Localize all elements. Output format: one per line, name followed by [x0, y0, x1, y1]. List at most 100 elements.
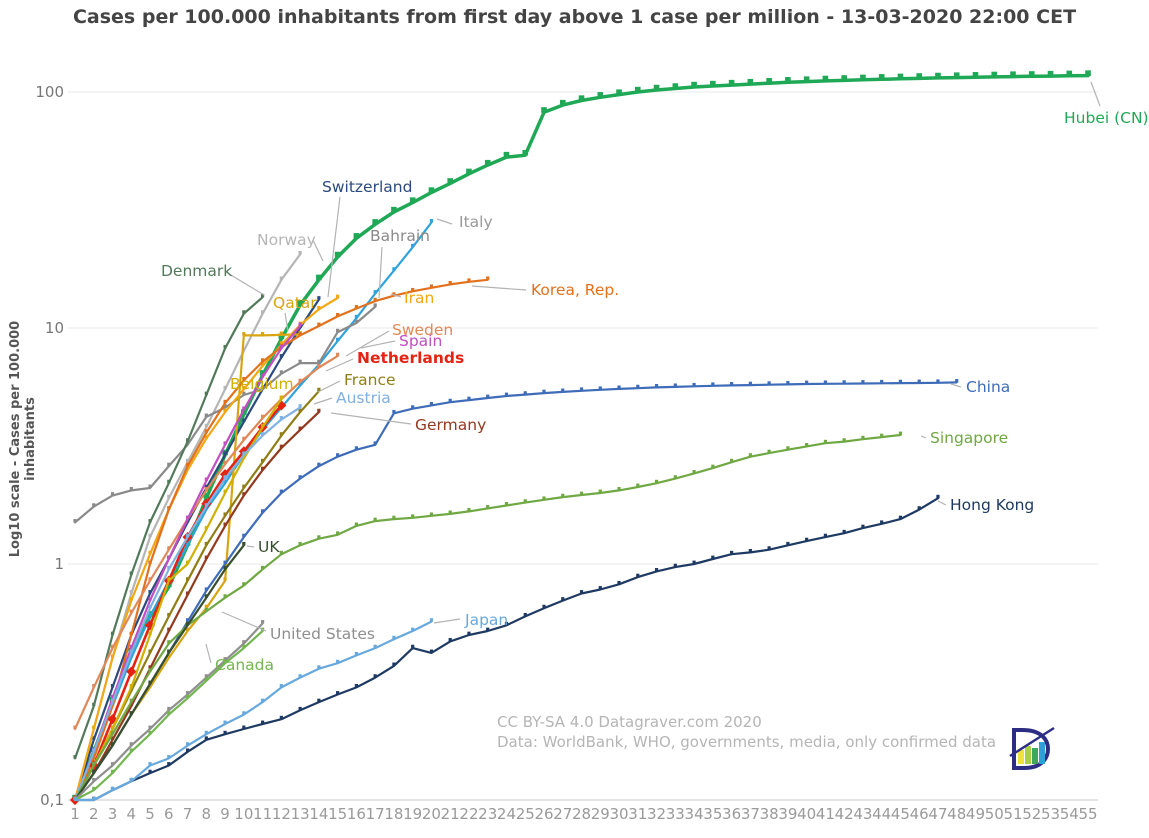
- series-marker: [373, 644, 377, 649]
- logo-d-outline: [1012, 728, 1051, 770]
- series-marker: [223, 475, 227, 479]
- label-leader-line: [325, 358, 354, 372]
- series-label-text: Sweden: [392, 321, 453, 339]
- series-marker: [167, 555, 171, 559]
- credit-license: CC BY-SA 4.0 Datagraver.com 2020: [497, 713, 762, 731]
- series-label-austria: Austria: [313, 389, 391, 407]
- series-marker: [692, 470, 696, 474]
- series-marker: [861, 435, 865, 440]
- series-marker: [654, 568, 659, 572]
- series-marker: [617, 580, 621, 585]
- series-marker: [261, 423, 265, 428]
- series-marker: [823, 439, 827, 444]
- x-tick-label: 43: [853, 805, 872, 823]
- series-marker: [261, 620, 265, 624]
- series-path: [73, 404, 283, 802]
- series-marker: [936, 379, 940, 383]
- series-marker: [223, 385, 227, 390]
- series-marker: [409, 197, 416, 203]
- series-label-text: France: [344, 371, 396, 389]
- series-label-italy: Italy: [436, 213, 493, 231]
- series-label-hubei-cn-: Hubei (CN): [1064, 81, 1149, 127]
- series-marker: [223, 451, 227, 455]
- series-marker: [129, 597, 133, 601]
- series-marker: [92, 503, 96, 507]
- series-marker: [242, 725, 246, 729]
- series-marker: [317, 322, 321, 326]
- series-marker: [204, 484, 208, 488]
- x-tick-label: 47: [928, 805, 947, 823]
- series-marker: [129, 698, 133, 703]
- series-marker: [223, 489, 227, 493]
- series-marker: [486, 505, 490, 509]
- series-marker: [110, 762, 115, 766]
- series-marker: [880, 433, 884, 438]
- x-tick-label: 51: [1003, 805, 1022, 823]
- series-marker: [748, 381, 752, 386]
- series-marker: [185, 533, 190, 538]
- x-tick-label: 55: [1078, 805, 1097, 823]
- series-label-united-states: United States: [221, 611, 375, 643]
- series-marker: [317, 296, 321, 300]
- series-marker: [298, 382, 302, 386]
- series-marker: [148, 597, 152, 601]
- label-leader-line: [390, 293, 402, 298]
- series-marker: [373, 674, 377, 678]
- datagraver-logo: [1009, 726, 1055, 770]
- series-marker: [129, 571, 133, 575]
- series-marker: [167, 654, 171, 658]
- x-tick-label: 32: [647, 805, 666, 823]
- series-marker: [711, 555, 715, 559]
- series-marker: [279, 444, 283, 449]
- series-label-text: Spain: [399, 332, 442, 350]
- series-marker: [185, 621, 190, 626]
- series-marker: [354, 314, 358, 319]
- series-marker: [578, 95, 585, 101]
- label-leader-line: [950, 383, 962, 388]
- series-marker: [129, 644, 133, 649]
- x-tick-label: 12: [272, 805, 291, 823]
- series-label-text: Belgium: [230, 375, 294, 393]
- x-tick-label: 19: [403, 805, 422, 823]
- series-marker: [204, 429, 208, 433]
- series-marker: [92, 748, 96, 752]
- series-marker: [561, 597, 565, 601]
- series-label-bahrain: Bahrain: [370, 227, 430, 299]
- x-tick-label: 22: [459, 805, 478, 823]
- label-leader-line: [327, 196, 341, 298]
- series-marker: [223, 522, 227, 526]
- series-path: [73, 296, 339, 802]
- series-marker: [747, 78, 754, 85]
- series-marker: [823, 380, 827, 384]
- series-marker: [805, 380, 809, 385]
- series-marker: [898, 431, 903, 436]
- series-marker: [242, 541, 246, 546]
- series-label-text: Hong Kong: [950, 496, 1034, 514]
- series-marker: [953, 72, 960, 78]
- series-marker: [261, 310, 265, 314]
- x-tick-label: 29: [591, 805, 610, 823]
- series-label-spain: Spain: [360, 332, 442, 350]
- series-marker: [336, 453, 340, 457]
- series-label-netherlands: Netherlands: [325, 349, 464, 372]
- series-marker: [336, 659, 340, 664]
- series-marker: [317, 305, 321, 310]
- y-tick-label: 10: [45, 319, 64, 337]
- series-marker: [185, 560, 190, 564]
- series-marker: [148, 680, 152, 685]
- series-marker: [223, 659, 227, 664]
- logo-trend-line: [1009, 726, 1055, 758]
- series-marker: [898, 515, 903, 520]
- series-marker: [448, 281, 452, 285]
- series-marker: [429, 401, 434, 406]
- series-marker: [373, 290, 377, 294]
- series-label-germany: Germany: [330, 412, 486, 434]
- series-marker: [261, 458, 265, 463]
- series-marker: [223, 408, 227, 413]
- series-marker: [185, 462, 190, 467]
- series-label-denmark: Denmark: [161, 262, 265, 296]
- series-marker: [242, 385, 246, 390]
- series-marker: [1010, 71, 1016, 78]
- gridlines: [68, 91, 1098, 801]
- series-marker: [185, 577, 190, 581]
